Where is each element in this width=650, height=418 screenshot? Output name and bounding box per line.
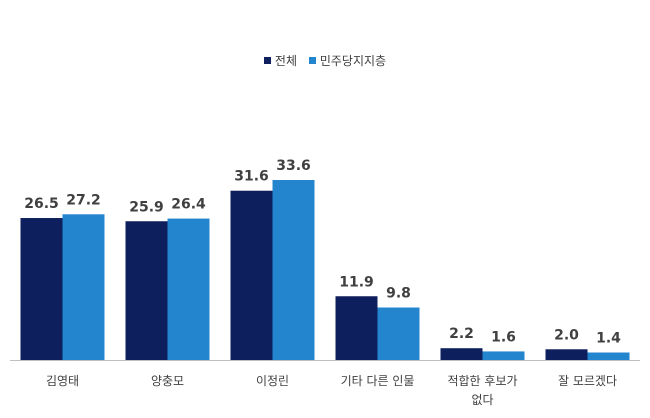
category-label-line: 양충모: [150, 374, 185, 388]
value-label-democratic-supporters-3: 9.8: [386, 286, 411, 302]
category-label-3: 기타 다른 인물: [326, 372, 430, 391]
legend-label-democratic-supporters: 민주당지지층: [319, 54, 387, 68]
value-label-democratic-supporters-2: 33.6: [276, 158, 311, 174]
bar-total-1: [125, 221, 168, 360]
bar-democratic-supporters-4: [482, 351, 525, 360]
value-label-total-3: 11.9: [339, 274, 374, 290]
category-label-line: 김영태: [45, 374, 80, 388]
category-label-line: 잘 모르겠다: [557, 374, 617, 388]
legend: 전체 민주당지지층: [0, 52, 650, 69]
bar-total-2: [230, 190, 273, 360]
legend-swatch-democratic-supporters: [308, 57, 316, 64]
value-label-total-0: 26.5: [24, 196, 59, 212]
bar-democratic-supporters-1: [167, 218, 210, 360]
value-label-total-4: 2.2: [449, 326, 474, 342]
bar-total-5: [545, 349, 588, 360]
category-label-line: 없다: [471, 393, 494, 407]
bar-total-4: [440, 348, 483, 360]
category-label-2: 이정린: [221, 372, 325, 391]
category-label-line: 기타 다른 인물: [340, 374, 415, 388]
category-label-1: 양충모: [116, 372, 220, 391]
bar-total-3: [335, 296, 378, 360]
category-label-line: 이정린: [255, 374, 290, 388]
bar-democratic-supporters-5: [587, 352, 630, 360]
value-label-democratic-supporters-5: 1.4: [596, 331, 621, 347]
value-label-total-5: 2.0: [554, 327, 579, 343]
value-label-total-2: 31.6: [234, 169, 269, 185]
value-label-democratic-supporters-1: 26.4: [171, 197, 206, 213]
bar-total-0: [20, 218, 63, 360]
legend-label-total: 전체: [274, 54, 297, 68]
category-label-0: 김영태: [11, 372, 115, 391]
bar-democratic-supporters-0: [62, 214, 105, 360]
legend-item-democratic-supporters: 민주당지지층: [308, 52, 387, 69]
category-label-line: 적합한 후보가: [447, 374, 518, 388]
bar-democratic-supporters-2: [272, 180, 315, 360]
category-label-5: 잘 모르겠다: [536, 372, 640, 391]
value-label-democratic-supporters-0: 27.2: [66, 192, 101, 208]
value-label-total-1: 25.9: [129, 199, 164, 215]
value-label-democratic-supporters-4: 1.6: [491, 329, 516, 345]
legend-item-total: 전체: [263, 52, 297, 69]
legend-swatch-total: [263, 57, 271, 64]
bar-democratic-supporters-3: [377, 307, 420, 360]
